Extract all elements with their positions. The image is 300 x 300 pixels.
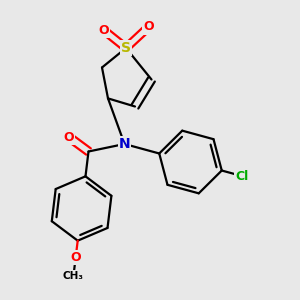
Text: N: N [119,137,130,151]
Text: O: O [64,130,74,144]
Text: O: O [70,250,81,263]
Text: O: O [143,20,154,34]
Text: O: O [98,23,109,37]
Text: S: S [121,41,131,55]
Text: CH₃: CH₃ [63,271,84,281]
Text: Cl: Cl [236,169,249,183]
